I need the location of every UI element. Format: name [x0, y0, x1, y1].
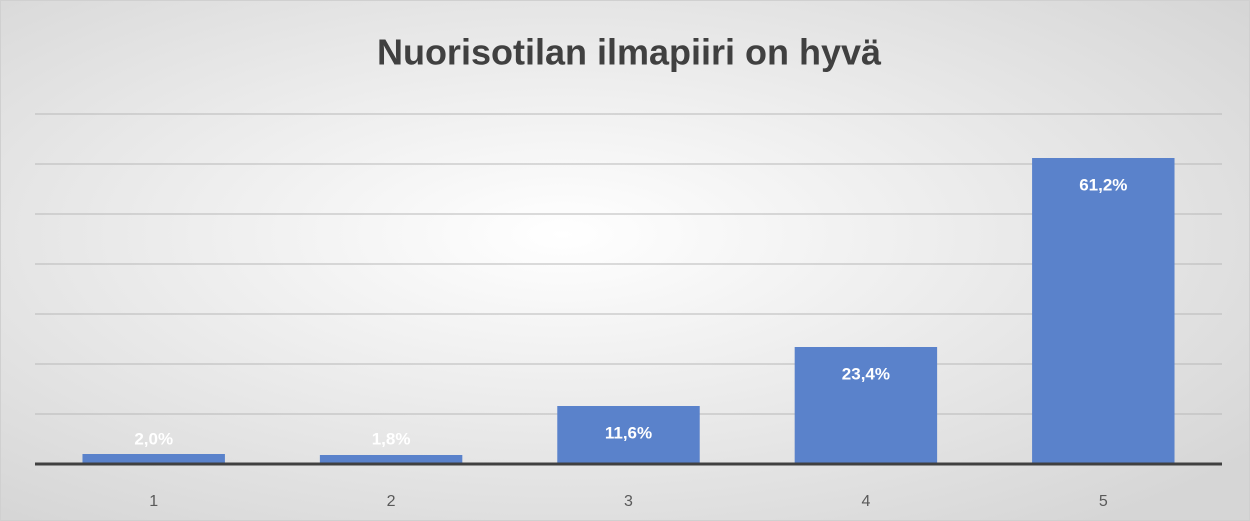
bar — [794, 347, 938, 464]
x-tick-label: 2 — [387, 493, 396, 510]
bar — [82, 454, 225, 464]
data-label: 1,8% — [372, 429, 411, 448]
data-label: 23,4% — [842, 364, 890, 383]
bar — [319, 455, 463, 464]
chart-title: Nuorisotilan ilmapiiri on hyvä — [377, 32, 882, 73]
x-tick-label: 1 — [149, 493, 158, 510]
x-tick-label: 3 — [624, 493, 633, 510]
bar — [1032, 158, 1175, 464]
data-label: 2,0% — [134, 429, 173, 448]
bar — [557, 406, 700, 464]
x-tick-label: 5 — [1099, 493, 1108, 510]
x-tick-label: 4 — [861, 493, 870, 510]
data-label: 61,2% — [1079, 175, 1127, 194]
data-label: 11,6% — [605, 423, 652, 442]
